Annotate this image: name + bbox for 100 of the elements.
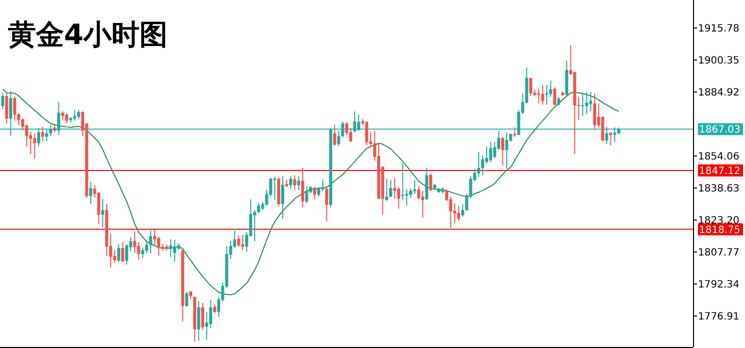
candlestick <box>593 92 596 130</box>
candlestick <box>97 192 100 225</box>
candlestick <box>41 126 44 142</box>
candlestick <box>589 92 592 112</box>
candlestick <box>365 120 368 146</box>
candlestick <box>73 109 76 122</box>
candlestick <box>241 234 244 251</box>
candlestick <box>169 238 172 258</box>
candlestick <box>453 202 456 224</box>
candlestick <box>541 84 544 106</box>
candlestick <box>149 230 152 254</box>
candlestick <box>201 302 204 330</box>
candlestick <box>293 174 296 190</box>
candlestick <box>581 92 584 116</box>
candlestick <box>325 186 328 222</box>
candlestick <box>301 168 304 208</box>
candlestick <box>33 132 36 160</box>
ref-line-label: 1847.12 <box>699 166 740 177</box>
ref-line-label: 1867.03 <box>699 124 740 136</box>
candlestick <box>505 132 508 170</box>
candlestick <box>197 300 200 342</box>
candlestick <box>481 154 484 176</box>
candlestick <box>5 92 8 124</box>
y-tick-label: 1900.35 <box>698 56 740 67</box>
candlestick <box>409 188 412 199</box>
y-tick-label: 1854.06 <box>698 152 740 163</box>
candlestick <box>417 186 420 200</box>
candlestick <box>45 128 48 142</box>
candlestick <box>405 188 408 206</box>
candlestick <box>501 136 504 166</box>
candlestick <box>49 124 52 137</box>
candlestick <box>185 291 188 308</box>
candlestick <box>545 84 548 106</box>
candlestick <box>305 186 308 204</box>
candlestick <box>461 204 464 218</box>
candlestick <box>553 86 556 106</box>
y-tick-label: 1823.20 <box>698 216 740 227</box>
candlestick <box>357 114 360 132</box>
ref-line-label: 1818.75 <box>699 224 740 236</box>
candlestick <box>605 126 608 144</box>
candlestick <box>237 234 240 248</box>
candlestick <box>57 102 60 136</box>
candlestick <box>89 182 92 205</box>
text: 黄金4小时图 <box>7 18 168 51</box>
candlestick <box>297 176 300 190</box>
candlestick <box>349 127 352 143</box>
candlestick <box>393 177 396 200</box>
candlestick <box>137 242 140 261</box>
candlestick <box>13 96 16 122</box>
candlestick <box>209 300 212 329</box>
y-tick-label: 1884.92 <box>698 88 740 99</box>
y-tick-label: 1792.34 <box>698 280 740 291</box>
candlestick <box>337 130 340 147</box>
candlestick <box>153 230 156 248</box>
candlestick <box>333 124 336 146</box>
candlestick <box>353 110 356 134</box>
candlestick <box>101 198 104 228</box>
candlestick <box>477 152 480 178</box>
candlestick <box>321 178 324 192</box>
candlestick <box>117 244 120 262</box>
y-tick-label: 1807.77 <box>698 248 740 259</box>
candlestick <box>65 112 68 124</box>
y-tick-label: 1776.91 <box>698 312 740 323</box>
candlestick <box>289 176 292 190</box>
candlestick <box>389 180 392 198</box>
candlestick <box>281 176 284 220</box>
candlestick <box>1 92 4 110</box>
candlestick <box>317 186 320 198</box>
candlestick <box>601 116 604 142</box>
candlestick <box>37 127 40 148</box>
candlestick <box>9 90 12 137</box>
candlestick <box>141 246 144 259</box>
candlestick <box>113 250 116 264</box>
candlestick <box>489 142 492 162</box>
candlestick <box>173 239 176 262</box>
candlestick <box>77 109 80 120</box>
candlestick <box>121 242 124 262</box>
candlestick <box>613 126 616 143</box>
candlestick <box>397 186 400 210</box>
candlestick <box>205 311 208 340</box>
candlestick <box>421 190 424 218</box>
candlestick <box>485 146 488 164</box>
candlestick <box>385 178 388 202</box>
candlestick <box>457 205 460 222</box>
candlestick <box>549 80 552 98</box>
candlestick <box>529 77 532 97</box>
candlestick <box>257 202 260 214</box>
candlestick <box>341 120 344 138</box>
candlestick <box>253 210 256 242</box>
candlestick <box>133 230 136 254</box>
y-tick-label: 1838.63 <box>698 184 740 195</box>
candlestick <box>609 132 612 146</box>
candlestick <box>537 88 540 104</box>
candlestick <box>585 92 588 115</box>
y-tick-label: 1915.78 <box>698 24 740 35</box>
candlestick <box>313 186 316 200</box>
candlestick <box>157 236 160 256</box>
candlestick <box>493 142 496 159</box>
candlestick <box>125 244 128 266</box>
candlestick <box>429 174 432 192</box>
